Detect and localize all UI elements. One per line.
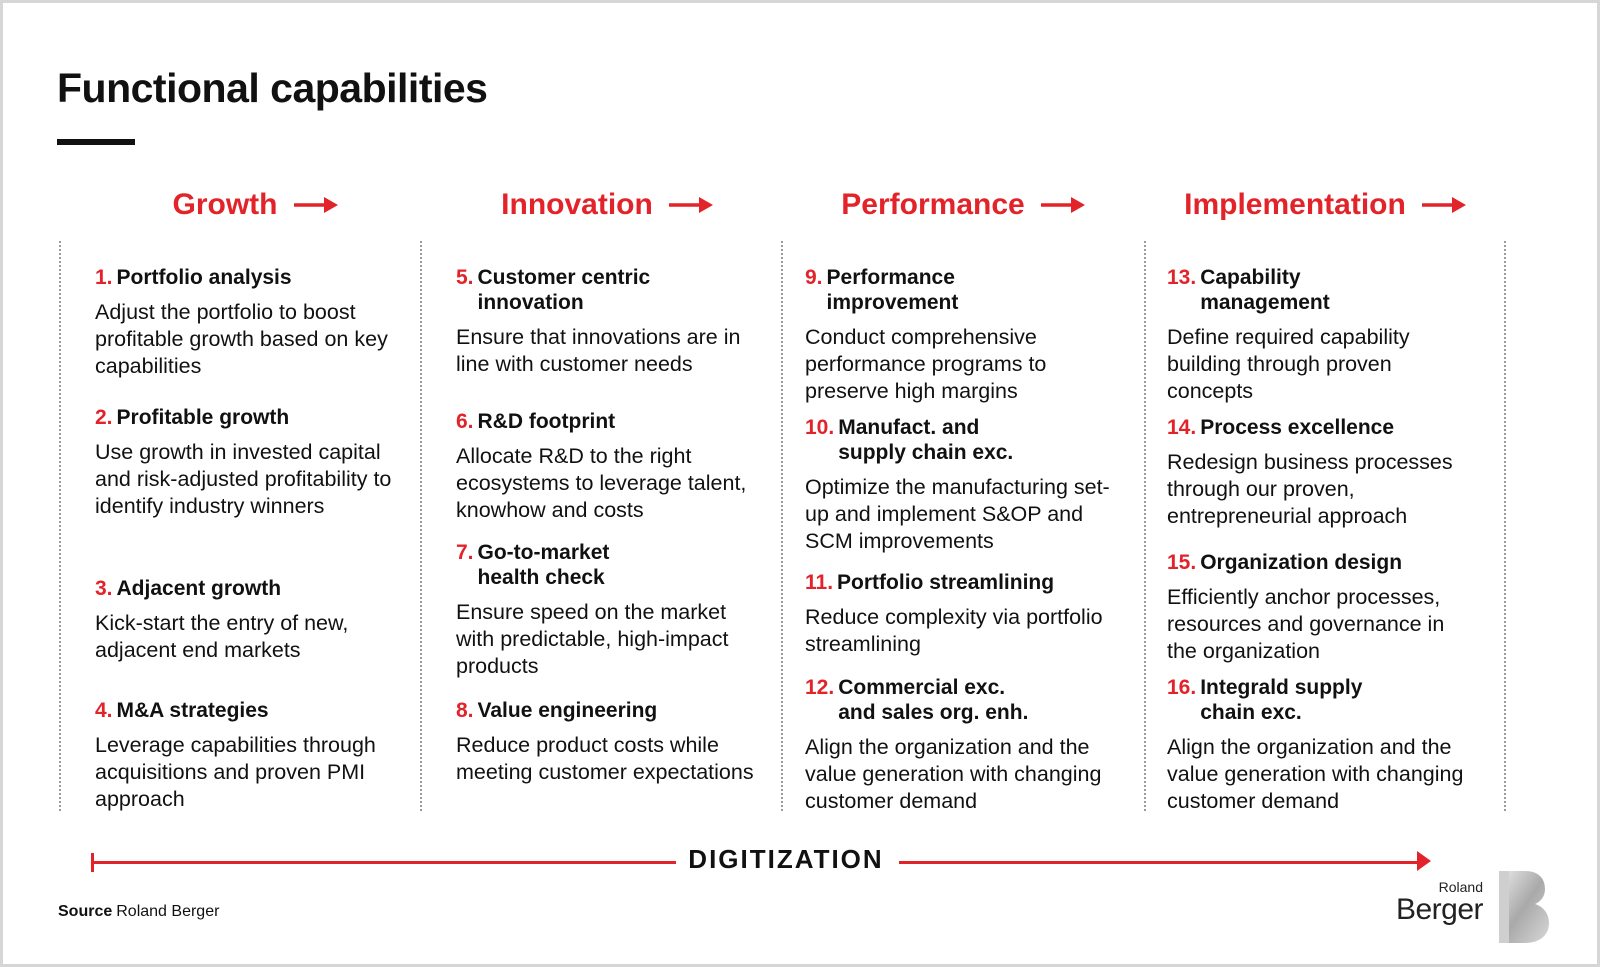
item-number: 15. xyxy=(1167,551,1197,574)
source-note: Source Roland Berger xyxy=(58,903,219,921)
column-header-innovation: Innovation xyxy=(417,185,797,225)
item-description: Adjust the portfolio to boost profitable… xyxy=(95,300,388,378)
item-number: 14. xyxy=(1167,416,1197,439)
column-header-label: Implementation xyxy=(1184,188,1406,221)
item-description: Reduce product costs while meeting custo… xyxy=(456,733,754,784)
capability-item: 2. Profitable growth Use growth in invest… xyxy=(95,405,405,520)
item-number: 1. xyxy=(95,266,113,289)
column-header-label: Performance xyxy=(841,188,1025,221)
item-description: Ensure that innovations are in line with… xyxy=(456,325,741,376)
column-header-label: Growth xyxy=(172,188,278,221)
arrow-right-icon xyxy=(1040,197,1085,213)
item-number: 3. xyxy=(95,577,113,600)
item-title: Integrald supply chain exc. xyxy=(1200,676,1363,724)
capability-item: 15. Organization design Efficiently ancho… xyxy=(1167,550,1477,665)
item-title: Performance improvement xyxy=(826,266,959,314)
item-title: Profitable growth xyxy=(116,406,290,429)
capability-item: 12. Commercial exc. and sales org. enh. A… xyxy=(805,675,1115,815)
item-number: 11. xyxy=(805,571,834,594)
capability-item: 3. Adjacent growth Kick-start the entry o… xyxy=(95,576,405,664)
item-title: Value engineering xyxy=(477,699,658,722)
item-description: Redesign business processes through our … xyxy=(1167,450,1453,528)
item-title: Organization design xyxy=(1200,551,1403,574)
item-description: Define required capability building thro… xyxy=(1167,325,1410,403)
column-divider xyxy=(1144,241,1146,811)
logo-line-roland: Roland xyxy=(1438,879,1483,895)
item-number: 13. xyxy=(1167,266,1197,289)
item-description: Align the organization and the value gen… xyxy=(805,735,1102,813)
title-underline xyxy=(57,139,135,145)
source-value: Roland Berger xyxy=(116,903,220,920)
column-header-performance: Performance xyxy=(773,185,1153,225)
item-description: Allocate R&D to the right ecosystems to … xyxy=(456,444,747,522)
item-title: Portfolio analysis xyxy=(116,266,292,289)
page-title: Functional capabilities xyxy=(57,65,488,111)
item-title: Capability management xyxy=(1200,266,1330,314)
item-number: 12. xyxy=(805,676,835,699)
brand-logo-text: Roland Berger xyxy=(1383,879,1484,926)
item-description: Use growth in invested capital and risk-… xyxy=(95,440,392,518)
item-number: 5. xyxy=(456,266,474,289)
column-divider xyxy=(59,241,61,811)
item-number: 9. xyxy=(805,266,823,289)
item-title: Commercial exc. and sales org. enh. xyxy=(838,676,1029,724)
capability-item: 4. M&A strategies Leverage capabilities t… xyxy=(95,698,405,813)
item-title: Go-to-market health check xyxy=(477,541,610,589)
digitization-arrow-head-icon xyxy=(1417,851,1431,871)
item-title: M&A strategies xyxy=(116,699,269,722)
item-number: 16. xyxy=(1167,676,1197,699)
item-description: Conduct comprehensive performance progra… xyxy=(805,325,1047,403)
column-divider xyxy=(420,241,422,811)
item-description: Reduce complexity via portfolio streamli… xyxy=(805,605,1103,656)
capability-item: 5. Customer centric innovation Ensure tha… xyxy=(456,265,766,378)
arrow-right-icon xyxy=(668,197,713,213)
column-divider xyxy=(781,241,783,811)
item-title: Adjacent growth xyxy=(116,577,282,600)
capability-item: 7. Go-to-market health check Ensure speed… xyxy=(456,540,766,680)
item-title: Process excellence xyxy=(1200,416,1395,439)
item-description: Ensure speed on the market with predicta… xyxy=(456,600,729,678)
item-description: Efficiently anchor processes, resources … xyxy=(1167,585,1445,663)
capability-item: 16. Integrald supply chain exc. Align the… xyxy=(1167,675,1477,815)
item-title: Manufact. and supply chain exc. xyxy=(838,416,1014,464)
item-title: Portfolio streamlining xyxy=(837,571,1055,594)
item-number: 4. xyxy=(95,699,113,722)
item-description: Leverage capabilities through acquisitio… xyxy=(95,733,376,811)
item-description: Optimize the manufacturing set-up and im… xyxy=(805,475,1110,553)
item-title: Customer centric innovation xyxy=(477,266,651,314)
capability-item: 6. R&D footprint Allocate R&D to the righ… xyxy=(456,409,766,524)
capability-item: 11. Portfolio streamlining Reduce complex… xyxy=(805,570,1115,658)
capability-item: 1. Portfolio analysis Adjust the portfoli… xyxy=(95,265,405,380)
source-key: Source xyxy=(58,903,113,920)
item-description: Align the organization and the value gen… xyxy=(1167,735,1464,813)
logo-line-berger: Berger xyxy=(1395,893,1484,926)
item-number: 7. xyxy=(456,541,474,564)
item-description: Kick-start the entry of new, adjacent en… xyxy=(95,611,349,662)
digitization-label: DIGITIZATION xyxy=(688,844,884,874)
item-title: R&D footprint xyxy=(477,410,616,433)
item-number: 8. xyxy=(456,699,474,722)
digitization-arrow-line-left xyxy=(92,861,676,864)
digitization-arrow-line-right xyxy=(899,861,1419,864)
arrow-right-icon xyxy=(293,197,338,213)
column-header-implementation: Implementation xyxy=(1135,185,1515,225)
capability-item: 14. Process excellence Redesign business … xyxy=(1167,415,1477,530)
column-header-growth: Growth xyxy=(65,185,445,225)
item-number: 2. xyxy=(95,406,113,429)
capability-item: 13. Capability management Define required… xyxy=(1167,265,1477,405)
capability-item: 8. Value engineering Reduce product costs… xyxy=(456,698,766,786)
column-divider xyxy=(1504,241,1506,811)
column-header-label: Innovation xyxy=(501,188,653,221)
capability-item: 10. Manufact. and supply chain exc. Optim… xyxy=(805,415,1115,555)
roland-berger-b-icon xyxy=(1499,871,1549,943)
arrow-right-icon xyxy=(1421,197,1466,213)
item-number: 10. xyxy=(805,416,835,439)
item-number: 6. xyxy=(456,410,474,433)
capability-item: 9. Performance improvement Conduct compre… xyxy=(805,265,1115,405)
